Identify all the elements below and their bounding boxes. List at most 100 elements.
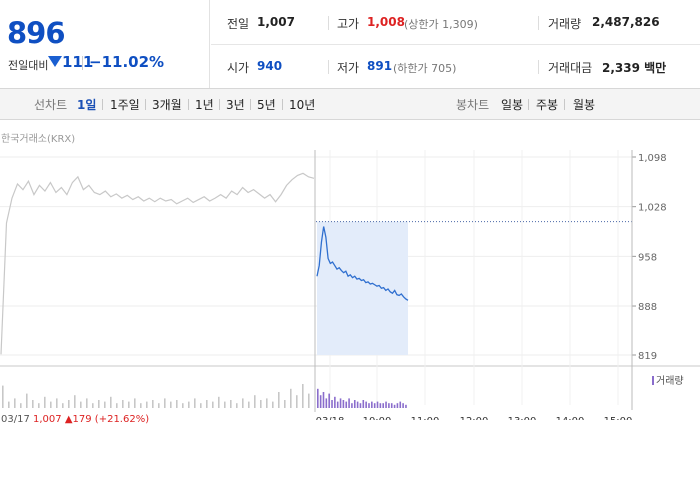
- row-divider: [211, 44, 700, 45]
- volume-bar: [351, 403, 353, 408]
- volume-bar: [92, 403, 94, 408]
- x-tick-label: 10:00: [363, 416, 392, 420]
- tab-10y[interactable]: 10년: [289, 98, 316, 112]
- volume-bar: [98, 400, 100, 408]
- volume-legend-label: 거래량: [656, 376, 684, 387]
- volume-bar: [362, 400, 365, 408]
- volume-bar: [396, 403, 399, 408]
- volume-bar: [134, 398, 136, 408]
- volume-bar: [110, 396, 112, 408]
- volume-bar: [308, 393, 310, 408]
- x-tick-label: 03/18: [316, 416, 345, 420]
- trade-amount-value: 2,339 백만: [602, 61, 667, 75]
- tab-3y[interactable]: 3년: [226, 98, 245, 112]
- price-summary: 896 전일대비 111 −11.02% 전일 1,007 고가 1,008 (…: [0, 0, 700, 89]
- x-tick-label: 14:00: [556, 416, 585, 420]
- volume-bar: [38, 403, 40, 408]
- volume-bar: [218, 396, 220, 408]
- volume-bar: [212, 401, 214, 408]
- volume-bar: [328, 393, 330, 408]
- volume-bar: [176, 400, 178, 408]
- volume-bar: [272, 401, 274, 408]
- price-chart: 1,098 1,028 958 888 819 03/18 10:00 11:00 12:00…: [0, 150, 700, 420]
- price-lines: [0, 172, 632, 355]
- tab-1w[interactable]: 1주일: [110, 98, 140, 112]
- chart-period-tabs: 선차트 1일 1주일 3개월 1년 3년 5년 10년 봉차트 일봉 주봉 월봉: [0, 89, 700, 120]
- volume-bar: [104, 401, 106, 408]
- volume-bar: [56, 398, 58, 408]
- volume-bar: [248, 401, 250, 408]
- open-value: 940: [257, 59, 283, 73]
- market-label: 한국거래소(KRX): [1, 134, 76, 145]
- tab-daily-candle[interactable]: 일봉: [501, 98, 524, 112]
- tab-monthly-candle[interactable]: 월봉: [573, 98, 596, 112]
- volume-bar: [68, 400, 70, 408]
- tab-1y[interactable]: 1년: [195, 98, 214, 112]
- y-tick-label: 819: [638, 351, 657, 362]
- volume-bar: [373, 403, 376, 408]
- tab-divider: [250, 99, 251, 110]
- volume-bar: [140, 403, 142, 408]
- today-area: [317, 221, 408, 355]
- high-label: 고가: [337, 17, 360, 31]
- volume-bar: [290, 388, 292, 408]
- volume-bar: [14, 398, 16, 408]
- tab-1d[interactable]: 1일: [77, 98, 97, 112]
- y-axis: 1,098 1,028 958 888 819: [631, 150, 667, 410]
- volume-chart: [2, 384, 407, 408]
- volume-bar: [74, 395, 76, 408]
- volume-bar: [158, 403, 160, 408]
- volume-bar: [365, 401, 367, 408]
- tab-divider: [528, 99, 529, 110]
- change-amount: 111: [62, 53, 94, 71]
- tab-5y[interactable]: 5년: [257, 98, 276, 112]
- volume-bar: [80, 401, 82, 408]
- tab-divider: [145, 99, 146, 110]
- previous-day-line: [0, 172, 315, 355]
- volume-bar: [146, 401, 148, 408]
- divider: [538, 60, 539, 74]
- volume-bar: [152, 400, 154, 408]
- volume-bar: [382, 403, 385, 408]
- change-label: 전일대비: [8, 59, 49, 72]
- volume-bar: [393, 404, 396, 408]
- today-line: [316, 226, 409, 301]
- volume-bar: [128, 401, 130, 408]
- trade-amount-label: 거래대금: [548, 61, 593, 75]
- volume-bar: [339, 398, 342, 408]
- volume-bar: [182, 403, 184, 408]
- volume-bar: [336, 401, 339, 408]
- volume-bar: [368, 403, 370, 408]
- volume-bar: [194, 398, 196, 408]
- volume-bar: [371, 401, 373, 408]
- volume-bar: [405, 404, 407, 408]
- divider: [538, 16, 539, 30]
- volume-bar: [388, 403, 390, 408]
- high-value: 1,008: [367, 15, 405, 29]
- prev-change: ▲179 (+21.62%): [64, 414, 150, 425]
- volume-bar: [302, 384, 304, 408]
- volume-bar: [296, 395, 298, 408]
- volume-bar: [284, 400, 286, 408]
- volume-bar: [8, 401, 10, 408]
- candle-chart-label: 봉차트: [456, 98, 490, 112]
- volume-bar: [26, 393, 28, 408]
- y-tick-label: 888: [638, 302, 657, 313]
- volume-bar: [2, 385, 4, 408]
- divider: [328, 60, 329, 74]
- open-label: 시가: [227, 61, 250, 75]
- volume-bar: [236, 403, 238, 408]
- y-tick-label: 1,098: [638, 153, 667, 164]
- volume-bar: [86, 398, 88, 408]
- volume-bar: [224, 401, 226, 408]
- tab-weekly-candle[interactable]: 주봉: [536, 98, 559, 112]
- tab-3m[interactable]: 3개월: [152, 98, 182, 112]
- x-tick-label: 11:00: [411, 416, 440, 420]
- volume-bar: [20, 403, 22, 408]
- volume-bar: [331, 400, 333, 408]
- volume-bar: [206, 400, 208, 408]
- volume-bar: [62, 403, 64, 408]
- prev-date: 03/17: [1, 414, 30, 425]
- volume-legend: 거래량: [652, 372, 684, 387]
- volume-bar: [122, 400, 124, 408]
